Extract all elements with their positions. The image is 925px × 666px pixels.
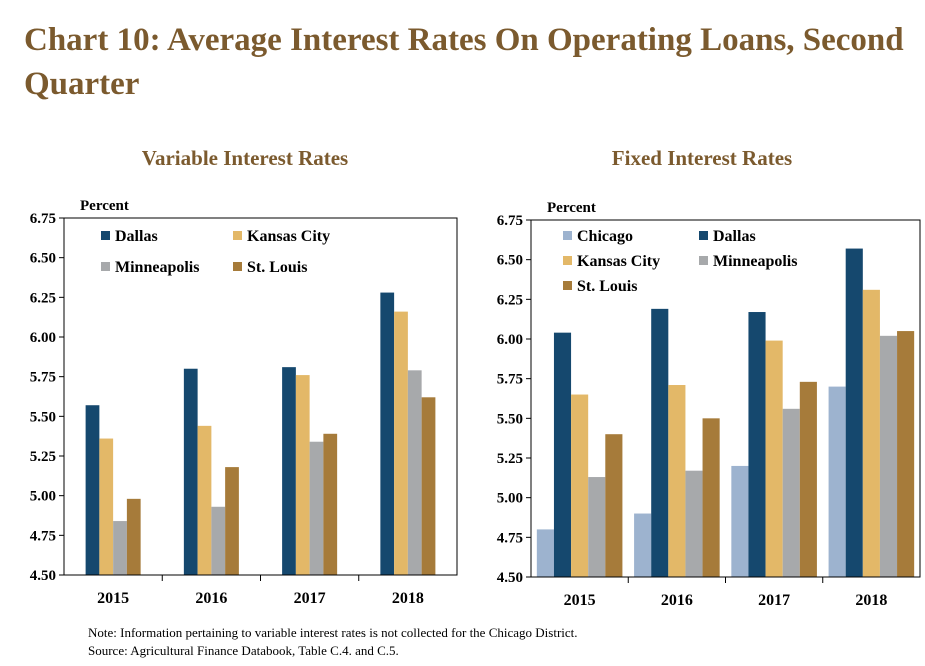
panel-2-ytick-label: 5.25 xyxy=(497,451,523,467)
panel-2-ytick-label: 5.00 xyxy=(497,491,523,507)
panel-2-bar-st-louis-2017 xyxy=(799,381,817,577)
panel-1-bar-st-louis-2015 xyxy=(126,498,141,575)
panel-1-xtick-label: 2016 xyxy=(195,590,227,607)
panel-2-bar-dallas-2015 xyxy=(553,332,572,577)
panel-2-bar-st-louis-2015 xyxy=(605,434,623,577)
panel-2-bar-kansas-city-2018 xyxy=(862,289,880,577)
panel-2-legend-label-dallas: Dallas xyxy=(713,228,756,245)
panel-2-ylabel: Percent xyxy=(547,200,596,216)
panel-1-bar-kansas-city-2015 xyxy=(99,438,114,575)
panel-1-ytick-label: 6.50 xyxy=(30,251,56,267)
panel-1-legend-label-kansas-city: Kansas City xyxy=(247,228,330,245)
panel-1-bar-minneapolis-2017 xyxy=(309,441,324,575)
panel-1-ytick-label: 4.50 xyxy=(30,568,56,584)
panel-1-ytick-label: 5.75 xyxy=(30,370,56,386)
panel-2-xtick-label: 2018 xyxy=(855,592,887,609)
panel-1-legend-label-minneapolis: Minneapolis xyxy=(115,259,199,276)
panel-2-xtick-label: 2017 xyxy=(758,592,790,609)
panel-2-bar-chicago-2016 xyxy=(634,513,652,577)
panel-1-bar-minneapolis-2015 xyxy=(113,521,127,575)
panel-1-bar-kansas-city-2016 xyxy=(197,425,212,575)
panel-1-ylabel: Percent xyxy=(80,198,129,214)
panel-2-legend-swatch-kansas-city xyxy=(563,256,572,265)
panel-1-bar-minneapolis-2016 xyxy=(211,506,226,575)
panel-1-bar-dallas-2016 xyxy=(183,368,198,575)
footnotes: Note: Information pertaining to variable… xyxy=(88,624,578,660)
panel-2-bar-minneapolis-2018 xyxy=(879,335,898,577)
chart-title: Chart 10: Average Interest Rates On Oper… xyxy=(24,22,904,102)
panel-1-legend-swatch-dallas xyxy=(101,231,110,240)
panel-2-legend-label-st-louis: St. Louis xyxy=(577,278,637,295)
panel-1-bar-st-louis-2018 xyxy=(421,397,436,575)
panel-2-ytick-label: 6.25 xyxy=(497,292,523,308)
panel-2-ytick-label: 6.00 xyxy=(497,332,523,348)
panel-2-bar-minneapolis-2015 xyxy=(588,477,606,577)
panel-2-legend-swatch-dallas xyxy=(699,231,708,240)
panel-1-ytick-label: 6.25 xyxy=(30,290,56,306)
panel-1-bar-dallas-2018 xyxy=(380,292,395,575)
panel-2-legend-swatch-minneapolis xyxy=(699,256,708,265)
panel-1-ytick-label: 5.50 xyxy=(30,409,56,425)
panel-1-ytick-label: 4.75 xyxy=(30,528,56,544)
panel-2-bar-chicago-2018 xyxy=(828,386,846,577)
panel-1-legend-swatch-minneapolis xyxy=(101,262,110,271)
panel-1-xtick-label: 2015 xyxy=(97,590,129,607)
panel-2-bar-dallas-2018 xyxy=(845,248,863,577)
panel-2-bar-chicago-2015 xyxy=(536,529,554,577)
panel-2-legend-label-kansas-city: Kansas City xyxy=(577,253,660,270)
panel-1-legend-swatch-kansas-city xyxy=(233,231,242,240)
panel-2-bar-minneapolis-2016 xyxy=(685,470,703,577)
panel-2-ytick-label: 6.75 xyxy=(497,213,523,229)
panel-2-xtick-label: 2015 xyxy=(564,592,596,609)
panel-1-bar-st-louis-2016 xyxy=(225,467,239,575)
panel-1-bar-minneapolis-2018 xyxy=(407,370,422,575)
note-text: Note: Information pertaining to variable… xyxy=(88,625,578,640)
panel-2-ytick-label: 4.75 xyxy=(497,530,523,546)
panel-2-bar-st-louis-2016 xyxy=(702,418,720,577)
panel-2-legend-label-chicago: Chicago xyxy=(577,228,633,245)
panel-2-bar-kansas-city-2016 xyxy=(668,385,686,577)
panel-2-ytick-label: 6.50 xyxy=(497,253,523,269)
panel-1-xtick-label: 2018 xyxy=(392,590,424,607)
panel-1-bar-st-louis-2017 xyxy=(323,433,338,575)
panel-1-bar-kansas-city-2017 xyxy=(295,375,310,575)
panel-1-ytick-label: 5.25 xyxy=(30,449,56,465)
panel-2-title: Fixed Interest Rates xyxy=(612,146,792,170)
panel-2-bar-chicago-2017 xyxy=(731,465,749,577)
panel-1-legend-label-dallas: Dallas xyxy=(115,228,158,245)
panel-1-bar-kansas-city-2018 xyxy=(394,311,408,575)
panel-2-ytick-label: 5.50 xyxy=(497,411,523,427)
panel-2-legend-label-minneapolis: Minneapolis xyxy=(713,253,797,270)
panel-2-legend-swatch-chicago xyxy=(563,231,572,240)
panel-1-title: Variable Interest Rates xyxy=(142,146,348,170)
panel-1-legend-swatch-st-louis xyxy=(233,262,242,271)
panel-1-legend-label-st-louis: St. Louis xyxy=(247,259,307,276)
panel-1-ytick-label: 6.75 xyxy=(30,211,56,227)
panel-2-bar-dallas-2016 xyxy=(651,308,669,577)
panel-2-ytick-label: 5.75 xyxy=(497,372,523,388)
panel-2-bar-minneapolis-2017 xyxy=(782,408,800,577)
panel-2-legend-swatch-st-louis xyxy=(563,281,572,290)
panel-1-bar-dallas-2017 xyxy=(282,367,296,575)
panel-1-ytick-label: 5.00 xyxy=(30,489,56,505)
panel-1-ytick-label: 6.00 xyxy=(30,330,56,346)
panel-1-bar-dallas-2015 xyxy=(85,405,100,575)
panel-2-bar-kansas-city-2017 xyxy=(765,340,783,577)
charts-canvas: Variable Interest Rates Percent 4.50 4.75 5.… xyxy=(30,146,921,609)
panel-2-ytick-label: 4.50 xyxy=(497,570,523,586)
panel-2-bar-dallas-2017 xyxy=(748,312,766,577)
panel-2-xtick-label: 2016 xyxy=(661,592,693,609)
panel-2-bar-st-louis-2018 xyxy=(897,331,915,577)
source-text: Source: Agricultural Finance Databook, T… xyxy=(88,643,399,658)
panel-2-bar-kansas-city-2015 xyxy=(571,394,589,577)
panel-1-xtick-label: 2017 xyxy=(294,590,326,607)
